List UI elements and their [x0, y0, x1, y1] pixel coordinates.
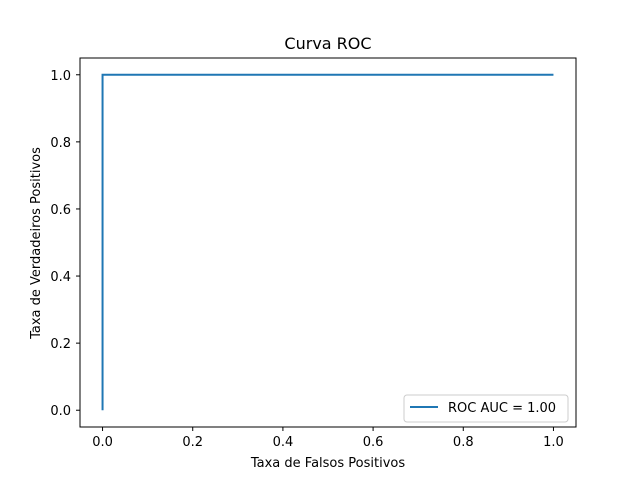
plot-frame [79, 57, 577, 428]
plot-layer [101, 73, 554, 411]
y-tick-label: 0.0 [50, 404, 71, 419]
x-tick-label: 0.2 [182, 435, 203, 450]
y-tick-label: 0.8 [50, 136, 71, 151]
x-axis-label: Taxa de Falsos Positivos [250, 456, 405, 471]
x-tick-label: 0.0 [92, 435, 113, 450]
chart-title: Curva ROC [284, 34, 371, 53]
y-tick-label: 1.0 [50, 69, 71, 84]
x-tick-label: 0.8 [453, 435, 474, 450]
legend-label: ROC AUC = 1.00 [448, 401, 556, 416]
x-tick-label: 0.6 [363, 435, 384, 450]
y-tick-label: 0.6 [50, 203, 71, 218]
legend: ROC AUC = 1.00 [403, 394, 569, 423]
x-tick-label: 1.0 [543, 435, 564, 450]
x-tick-label: 0.4 [273, 435, 294, 450]
legend-box [403, 394, 569, 423]
y-tick-label: 0.4 [50, 270, 71, 285]
y-tick-label: 0.2 [50, 337, 71, 352]
y-axis-label: Taxa de Verdadeiros Positivos [29, 147, 44, 340]
series-line-0 [101, 73, 554, 411]
ticks-layer: 0.0 0.2 0.4 0.6 0.8 1.0 0.0 0.2 0.4 0.6 0.8 1.0 [50, 69, 563, 450]
